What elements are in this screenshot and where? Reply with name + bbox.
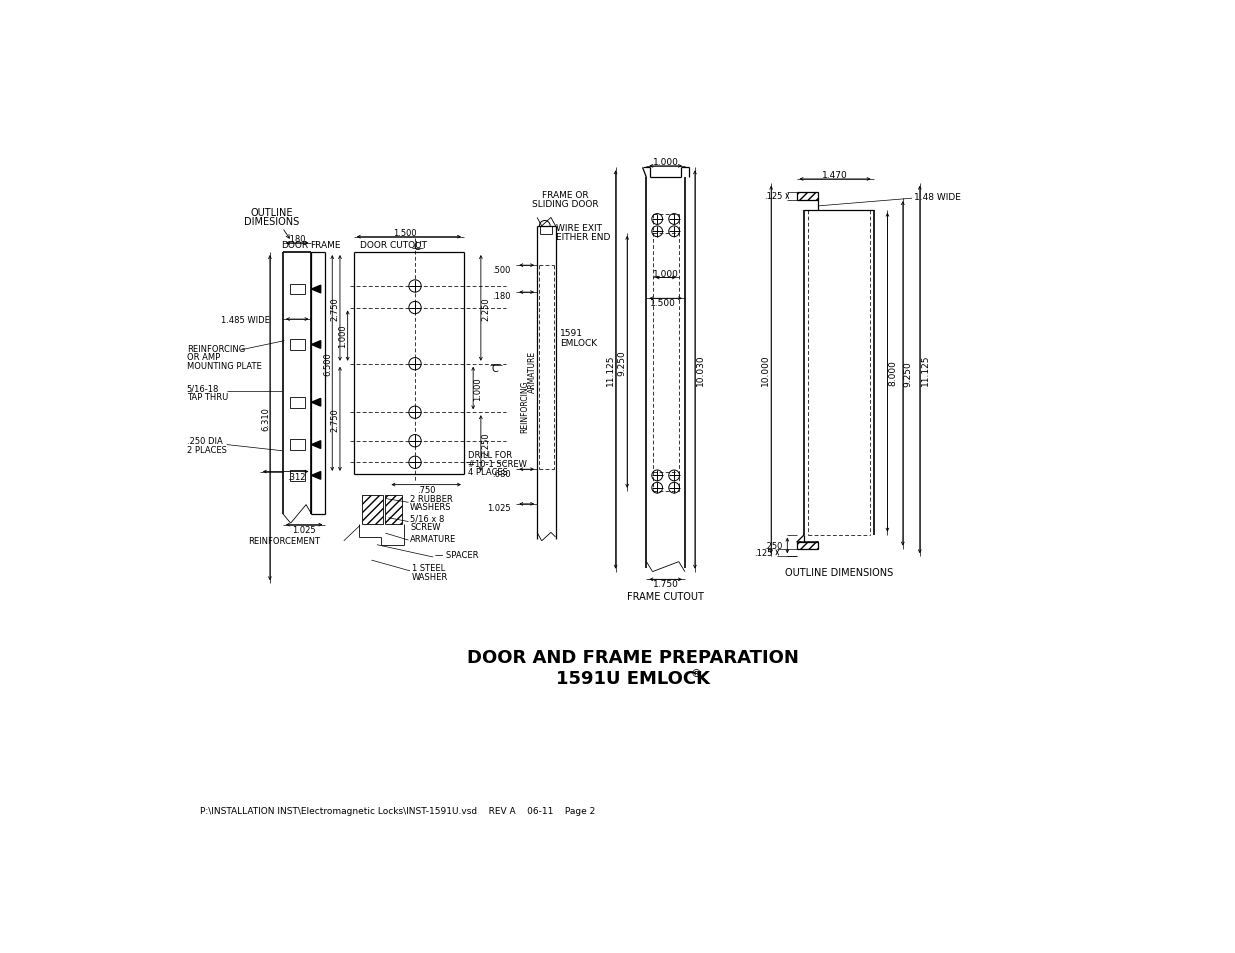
Text: EMLOCK: EMLOCK [561,338,598,347]
Text: 10.000: 10.000 [761,355,771,386]
Bar [797,541,818,549]
Bar [289,397,305,408]
Text: ARMATURE: ARMATURE [527,351,537,393]
Text: 2.750: 2.750 [331,408,340,431]
Text: .680: .680 [493,469,511,478]
Text: .250: .250 [764,541,783,551]
Text: .125: .125 [755,548,773,558]
Polygon shape [311,441,321,449]
Text: 2.250: 2.250 [480,432,490,456]
Text: WASHER: WASHER [411,572,448,581]
Text: #10-1 SCREW: #10-1 SCREW [468,459,526,468]
Text: EITHER END: EITHER END [556,233,610,242]
Bar [289,439,305,451]
Text: DOOR CUTOUT: DOOR CUTOUT [361,240,427,250]
Text: 1591: 1591 [561,329,583,338]
Text: .125: .125 [764,193,783,201]
Text: ®: ® [690,669,701,679]
Text: 5/16-18: 5/16-18 [186,384,219,394]
Bar [289,339,305,351]
Text: SLIDING DOOR: SLIDING DOOR [532,200,599,209]
Text: DIMESIONS: DIMESIONS [243,216,299,226]
Text: OUTLINE: OUTLINE [251,208,293,218]
Text: 1.500: 1.500 [651,299,677,308]
Text: OR AMP: OR AMP [186,353,220,362]
Text: OUTLINE DIMENSIONS: OUTLINE DIMENSIONS [784,567,893,577]
Bar [385,496,403,524]
Text: 1591U EMLOCK: 1591U EMLOCK [556,669,710,687]
Polygon shape [311,399,321,407]
Text: 8.000: 8.000 [888,360,898,386]
Text: P:\INSTALLATION INST\Electromagnetic Locks\INST-1591U.vsd    REV A    06-11    P: P:\INSTALLATION INST\Electromagnetic Loc… [200,806,595,815]
Text: FRAME OR: FRAME OR [542,191,589,199]
Text: DOOR AND FRAME PREPARATION: DOOR AND FRAME PREPARATION [467,648,799,666]
Text: 1.000: 1.000 [473,376,483,400]
Text: .180: .180 [493,293,511,301]
Text: .750: .750 [417,485,436,495]
Text: FRAME: FRAME [310,240,341,250]
Text: TAP THRU: TAP THRU [186,393,228,402]
Text: 2 RUBBER: 2 RUBBER [410,495,453,503]
Text: 2 PLACES: 2 PLACES [186,445,226,455]
Text: 5/16 x 8: 5/16 x 8 [410,515,445,523]
Text: MOUNTING PLATE: MOUNTING PLATE [186,361,262,371]
Text: 1.000: 1.000 [338,324,347,348]
Bar [362,496,383,524]
Text: 2.250: 2.250 [480,296,490,320]
Text: 11.125: 11.125 [605,355,615,386]
Polygon shape [311,341,321,349]
Text: 9.250: 9.250 [618,350,626,375]
Text: .500: .500 [493,265,511,274]
Text: ARMATURE: ARMATURE [410,535,456,543]
Text: 2.750: 2.750 [331,296,340,320]
Text: 9.250: 9.250 [904,361,913,387]
Text: FRAME CUTOUT: FRAME CUTOUT [627,592,704,601]
Text: 1.025: 1.025 [488,504,511,513]
Text: 1.000: 1.000 [653,270,678,279]
Text: 1.485 WIDE: 1.485 WIDE [221,315,270,324]
Polygon shape [311,472,321,479]
Text: C: C [414,242,421,252]
Text: 1.000: 1.000 [653,158,678,168]
Text: SCREW: SCREW [410,523,441,532]
Text: 11.125: 11.125 [920,355,930,386]
Text: 10.030: 10.030 [695,355,705,386]
Text: WIRE EXIT: WIRE EXIT [556,224,603,233]
Text: 1.470: 1.470 [823,171,848,179]
Text: WASHERS: WASHERS [410,503,452,512]
Bar [289,471,305,481]
Bar [797,193,818,200]
Polygon shape [311,286,321,294]
Text: 6.310: 6.310 [262,406,270,430]
Text: REINFORCING: REINFORCING [520,380,530,433]
Text: 1 STEEL: 1 STEEL [411,563,445,573]
Text: REINFORCING: REINFORCING [186,344,245,354]
Text: C: C [492,363,498,374]
Text: 1.750: 1.750 [653,579,678,589]
Text: DRILL FOR: DRILL FOR [468,451,511,459]
Text: 1.025: 1.025 [293,525,316,535]
Text: .250 DIA: .250 DIA [186,436,222,446]
Text: — SPACER: — SPACER [435,551,478,559]
Text: REINFORCEMENT: REINFORCEMENT [248,537,321,546]
Text: 6.500: 6.500 [324,352,332,375]
Text: 4 PLACES: 4 PLACES [468,468,508,476]
Text: DOOR: DOOR [280,240,308,250]
Text: .180: .180 [288,234,306,243]
Text: .312: .312 [288,472,306,481]
Text: 1.48 WIDE: 1.48 WIDE [914,193,961,202]
Text: 1.500: 1.500 [393,229,417,237]
Bar [289,284,305,295]
